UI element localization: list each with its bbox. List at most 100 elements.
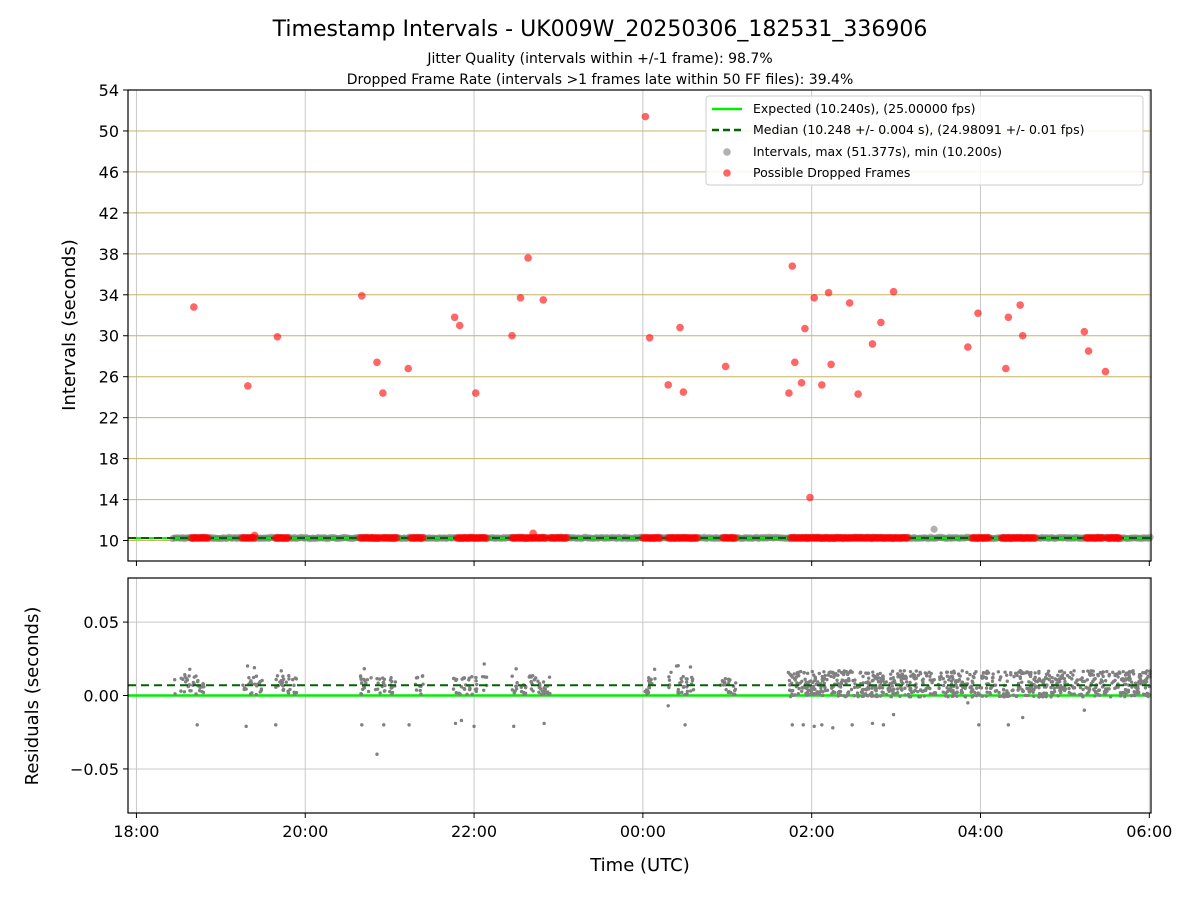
residual-point <box>681 685 686 689</box>
residual-point <box>359 692 364 696</box>
residual-point <box>851 678 855 683</box>
residual-point <box>878 671 882 676</box>
residual-point <box>912 673 917 678</box>
chart-subtitle-jitter: Jitter Quality (intervals within +/-1 fr… <box>426 51 772 67</box>
dropped-frame-point <box>1016 301 1024 309</box>
residual-point <box>800 689 804 693</box>
residual-point <box>970 679 974 683</box>
residual-point <box>454 691 458 695</box>
residual-point <box>837 669 841 673</box>
residual-point <box>519 685 523 689</box>
residual-point <box>1057 677 1061 681</box>
residual-point <box>918 695 923 699</box>
residual-point <box>947 678 951 682</box>
dropped-frame-point <box>508 331 516 340</box>
residual-point <box>944 670 949 674</box>
residual-point <box>890 684 894 688</box>
residual-point <box>978 693 982 697</box>
residual-point <box>1031 690 1035 694</box>
residual-point <box>1086 669 1090 673</box>
residual-point <box>362 685 366 689</box>
residual-point <box>877 676 881 680</box>
residual-point <box>929 671 933 676</box>
residual-point <box>820 679 825 683</box>
intervals-data <box>128 112 1154 543</box>
residual-point <box>867 687 871 691</box>
residual-point <box>928 674 932 679</box>
residual-point <box>1003 670 1007 674</box>
residual-point <box>172 677 177 682</box>
residual-point <box>390 691 394 696</box>
residual-point <box>278 680 282 684</box>
residual-point <box>866 676 871 680</box>
legend-intervals-label: Intervals, max (51.377s), min (10.200s) <box>753 144 1002 159</box>
residual-point <box>667 678 672 682</box>
dropped-frame-point <box>679 388 688 396</box>
residual-point <box>864 692 868 696</box>
residual-point <box>1058 686 1062 690</box>
dropped-frame-point <box>1004 313 1013 322</box>
residual-point <box>1007 694 1012 698</box>
residual-point <box>688 665 693 669</box>
residual-point <box>798 669 803 674</box>
residual-point <box>1087 690 1091 694</box>
residual-point <box>1129 680 1134 684</box>
residual-point <box>1020 680 1024 684</box>
residual-point <box>1145 669 1149 673</box>
residual-point <box>247 676 251 680</box>
residual-point <box>997 690 1001 695</box>
residual-point <box>688 689 693 693</box>
residual-point <box>810 669 814 674</box>
dropped-frame-point <box>1101 367 1110 376</box>
x-tick-label: 18:00 <box>113 822 159 841</box>
residual-point <box>188 688 192 693</box>
residual-point <box>1059 690 1063 695</box>
dropped-frame-point <box>903 534 912 542</box>
dropped-frame-point <box>358 292 366 300</box>
residual-point <box>787 678 792 683</box>
legend: Expected (10.240s), (25.00000 fps) Media… <box>705 95 1144 186</box>
residual-point <box>1078 677 1083 682</box>
residual-point <box>407 723 411 727</box>
residual-point <box>451 676 456 681</box>
residual-point <box>946 695 950 699</box>
residual-point <box>259 688 264 693</box>
residual-point <box>909 674 913 678</box>
residual-point <box>674 664 679 668</box>
residual-point <box>1032 677 1036 682</box>
residual-point <box>1107 687 1111 691</box>
residual-point <box>1138 678 1143 682</box>
intervals-panel: 10 14 18 22 26 30 34 38 42 46 50 54 Intervals (seco… <box>59 81 1154 566</box>
residual-point <box>1124 671 1129 675</box>
residual-point <box>899 680 904 684</box>
residual-point <box>1019 671 1024 676</box>
residual-point <box>998 678 1002 682</box>
residual-point <box>252 682 257 686</box>
residual-point <box>922 688 927 693</box>
residual-point <box>382 723 386 727</box>
residual-point <box>192 675 196 679</box>
dropped-frame-point <box>693 534 701 542</box>
residual-point <box>1018 676 1023 681</box>
residual-point <box>1078 685 1083 690</box>
residual-point <box>941 690 945 694</box>
residual-point <box>734 681 738 685</box>
residual-point <box>805 693 809 697</box>
residual-point <box>825 688 830 693</box>
residual-point <box>807 680 812 684</box>
residual-point <box>908 688 913 692</box>
residual-point <box>643 689 647 694</box>
residual-point <box>454 678 458 683</box>
residual-point <box>260 678 264 683</box>
residual-point <box>1067 686 1071 691</box>
residual-point <box>882 680 887 685</box>
residual-point <box>1118 671 1122 675</box>
intervals-y-tick-label: 54 <box>99 81 119 100</box>
residual-point <box>822 670 826 674</box>
residual-point <box>823 685 827 690</box>
dropped-frame-point <box>806 493 814 502</box>
residual-point <box>813 678 817 683</box>
residual-point <box>474 689 479 694</box>
residual-point <box>1089 669 1093 673</box>
residual-point <box>908 669 913 674</box>
